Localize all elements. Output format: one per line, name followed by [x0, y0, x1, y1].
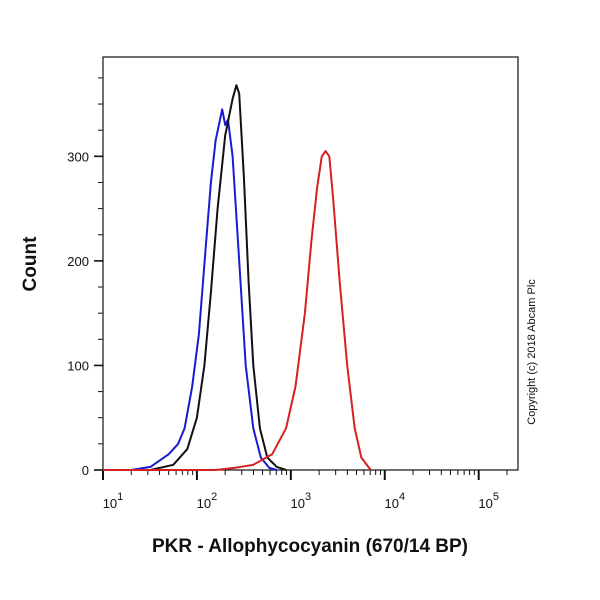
x-tick-exponent: 2 [211, 491, 217, 503]
x-tick-exponent: 5 [493, 491, 499, 503]
x-tick-exponent: 4 [399, 491, 405, 503]
x-tick-exponent: 1 [117, 491, 123, 503]
x-tick-base: 10 [197, 496, 211, 511]
x-tick-base: 10 [478, 496, 492, 511]
x-tick-label: 101 [103, 491, 124, 511]
x-tick-base: 10 [291, 496, 305, 511]
x-tick-exponent: 3 [305, 491, 311, 503]
y-tick-label: 0 [82, 463, 89, 478]
y-tick-label: 200 [67, 254, 89, 269]
y-axis: 0 100 200 300 [67, 77, 103, 478]
x-tick-base: 10 [103, 496, 117, 511]
plot-frame [102, 56, 519, 471]
x-axis-title: PKR - Allophycocyanin (670/14 BP) [152, 536, 468, 557]
series-line-2 [103, 150, 372, 471]
y-axis-title: Count [20, 236, 41, 292]
y-tick-label: 100 [67, 358, 89, 373]
series-line-1 [103, 84, 287, 471]
series-group [103, 84, 372, 471]
x-tick-label: 102 [197, 491, 218, 511]
x-tick-label: 104 [384, 491, 405, 511]
x-axis: 101 102 103 104 105 [102, 470, 508, 511]
y-tick-label: 300 [67, 149, 89, 164]
x-tick-base: 10 [384, 496, 398, 511]
x-tick-label: 105 [478, 491, 499, 511]
x-tick-label: 103 [291, 491, 312, 511]
copyright-text: Copyright (c) 2018 Abcam Plc [526, 279, 538, 425]
series-line-0 [103, 108, 278, 471]
